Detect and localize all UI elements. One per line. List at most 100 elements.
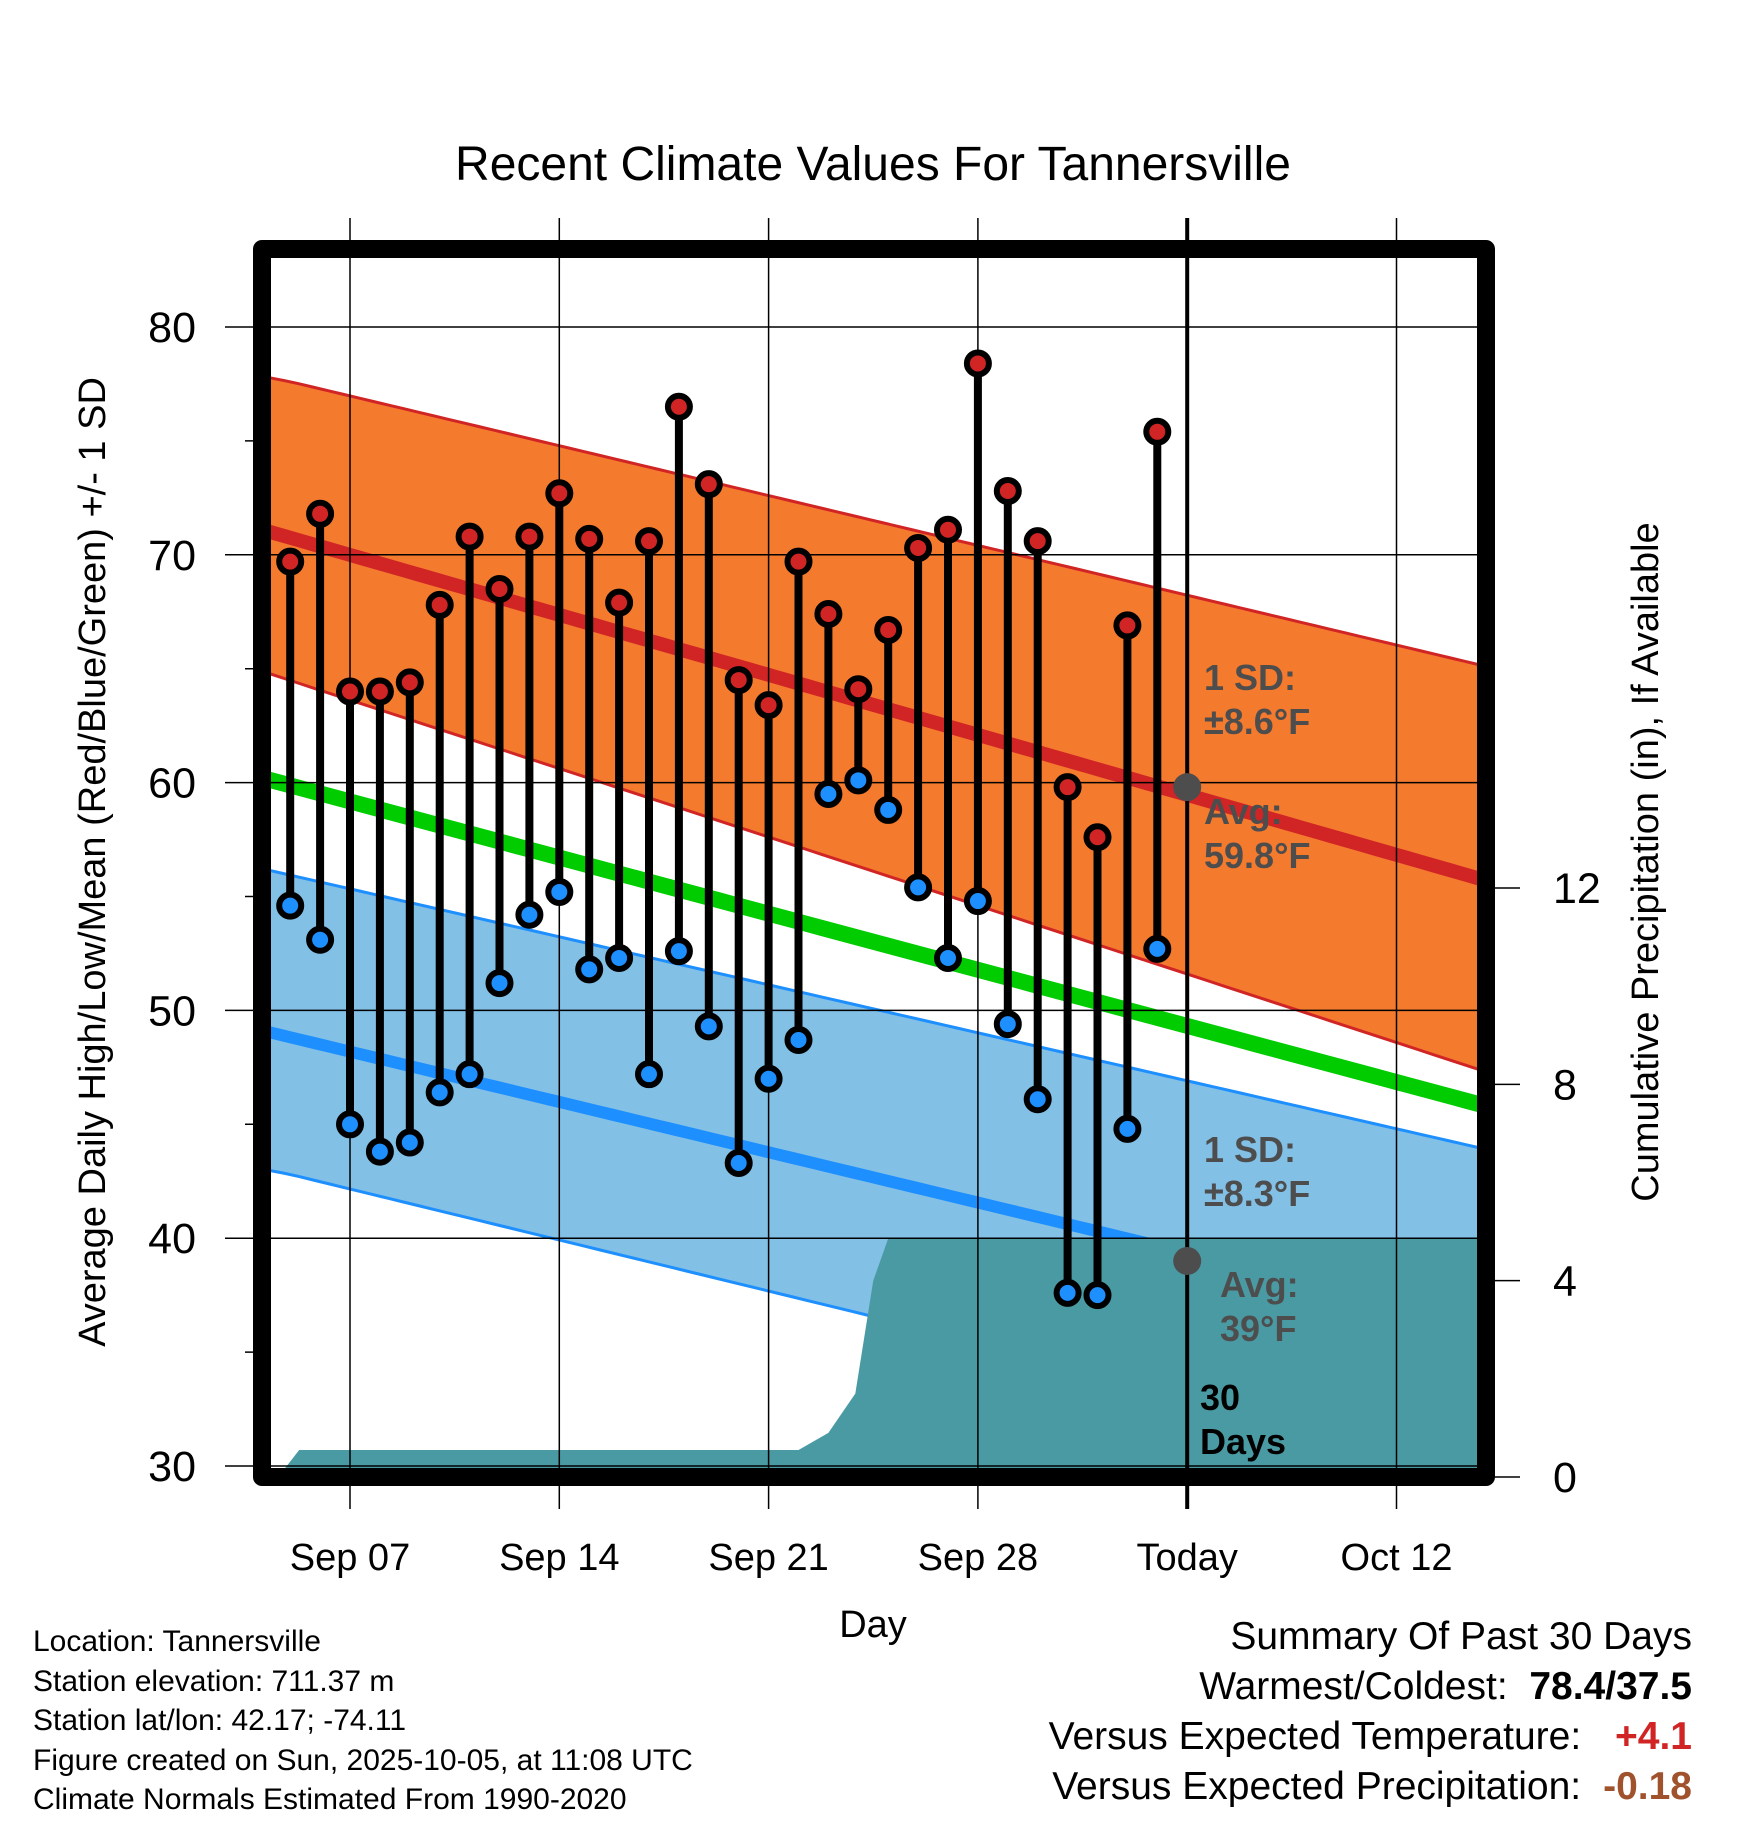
warmest-coldest-label: Warmest/Coldest:: [1199, 1665, 1508, 1708]
high-avg-label: 59.8°F: [1204, 835, 1310, 876]
period-label: Days: [1200, 1421, 1286, 1462]
high-point: [1023, 527, 1052, 556]
low-point: [545, 877, 574, 906]
low-point: [963, 887, 992, 916]
y-tick-label: 30: [148, 1443, 196, 1491]
y2-tick-label: 4: [1553, 1258, 1577, 1306]
low-point: [724, 1149, 753, 1178]
y2-tick-label: 8: [1553, 1061, 1577, 1109]
y-tick-label: 70: [148, 532, 196, 580]
station-info: Location: Tannersville Station elevation…: [33, 1622, 693, 1820]
low-avg-label: 39°F: [1220, 1308, 1296, 1349]
x-tick-label: Sep 07: [290, 1537, 410, 1579]
x-tick-label: Sep 21: [708, 1537, 828, 1579]
low-point: [694, 1012, 723, 1041]
high-point: [1083, 823, 1112, 852]
mean-avg-line: [262, 769, 1483, 1113]
low-point: [336, 1110, 364, 1139]
low-point: [575, 955, 604, 984]
high-point: [276, 547, 305, 576]
low-point: [1023, 1085, 1052, 1114]
high-avg-label: Avg:: [1204, 791, 1283, 832]
high-sd-label: 1 SD:: [1204, 657, 1296, 698]
y-tick-label: 50: [148, 987, 196, 1035]
high-point: [575, 524, 604, 553]
precip-area: [278, 1238, 1486, 1477]
temp-departure-value: +4.1: [1615, 1715, 1692, 1758]
low-point: [754, 1064, 783, 1093]
low-point: [784, 1026, 813, 1055]
x-tick-label: Sep 14: [499, 1537, 619, 1579]
low-point: [814, 779, 843, 808]
high-point: [1143, 417, 1172, 446]
high-point: [814, 600, 843, 629]
temp-departure-row: Versus Expected Temperature: +4.1: [1049, 1712, 1692, 1762]
high-sd-band: [262, 376, 1481, 1070]
temp-departure-label: Versus Expected Temperature:: [1048, 1715, 1582, 1758]
x-tick-label: Oct 12: [1341, 1537, 1453, 1579]
low-point: [635, 1060, 663, 1089]
y-tick-label: 60: [148, 760, 196, 808]
high-point: [1113, 611, 1142, 640]
low-point: [1083, 1281, 1112, 1310]
high-point: [515, 522, 544, 551]
high-point: [844, 675, 873, 704]
location-text: Location: Tannersville: [33, 1625, 321, 1658]
high-sd-label: ±8.6°F: [1204, 701, 1310, 742]
low-point: [276, 891, 305, 920]
high-point: [784, 547, 813, 576]
high-sd-band-upper-edge: [262, 374, 1481, 667]
high-point: [963, 349, 992, 378]
y-tick-label: 80: [148, 304, 196, 352]
high-point: [635, 527, 663, 556]
low-point: [993, 1010, 1022, 1039]
period-label: 30: [1200, 1377, 1240, 1418]
high-point: [1053, 773, 1082, 802]
high-point: [395, 668, 424, 697]
high-point: [694, 470, 723, 499]
normals-text: Climate Normals Estimated From 1990-2020: [33, 1783, 627, 1816]
high-point: [306, 499, 335, 528]
low-point: [904, 873, 933, 902]
latlon-text: Station lat/lon: 42.17; -74.11: [33, 1704, 407, 1737]
elevation-text: Station elevation: 711.37 m: [33, 1664, 395, 1698]
low-sd-band-upper-edge: [262, 867, 1481, 1150]
y-tick-label: 40: [148, 1215, 196, 1263]
low-point: [1053, 1278, 1082, 1307]
low-point: [455, 1060, 484, 1089]
high-point: [365, 677, 394, 706]
low-sd-label: 1 SD:: [1204, 1129, 1296, 1170]
low-point: [395, 1128, 424, 1157]
plot-frame: [253, 240, 1495, 1486]
y2-tick-label: 0: [1553, 1454, 1577, 1502]
high-point: [934, 515, 962, 544]
high-point: [605, 588, 634, 617]
precip-departure-value: -0.18: [1603, 1765, 1692, 1808]
low-point: [934, 944, 962, 973]
low-point: [515, 900, 544, 929]
chart-title: Recent Climate Values For Tannersville: [455, 138, 1291, 191]
precip-departure-label: Versus Expected Precipitation:: [1052, 1765, 1582, 1808]
high-point: [754, 691, 783, 720]
high-point: [724, 666, 753, 695]
low-point: [306, 925, 335, 954]
x-tick-label: Today: [1136, 1537, 1237, 1579]
x-tick-label: Sep 28: [918, 1537, 1038, 1579]
y-axis-label: Average Daily High/Low/Mean (Red/Blue/Gr…: [72, 377, 114, 1347]
high-sd-band-lower-edge: [262, 669, 1481, 1072]
warmest-coldest-value: 78.4/37.5: [1529, 1665, 1692, 1708]
high-point: [904, 533, 933, 562]
low-sd-label: ±8.3°F: [1204, 1173, 1310, 1214]
low-point: [664, 937, 693, 966]
low-point: [365, 1137, 394, 1166]
today-high-avg-marker: [1173, 773, 1202, 802]
created-text: Figure created on Sun, 2025-10-05, at 11…: [33, 1743, 693, 1777]
low-point: [874, 795, 903, 824]
high-point: [336, 677, 364, 706]
y2-tick-label: 12: [1553, 865, 1601, 913]
high-point: [425, 590, 454, 619]
low-point: [425, 1078, 454, 1107]
high-avg-line: [262, 522, 1483, 886]
low-point: [1113, 1114, 1142, 1143]
